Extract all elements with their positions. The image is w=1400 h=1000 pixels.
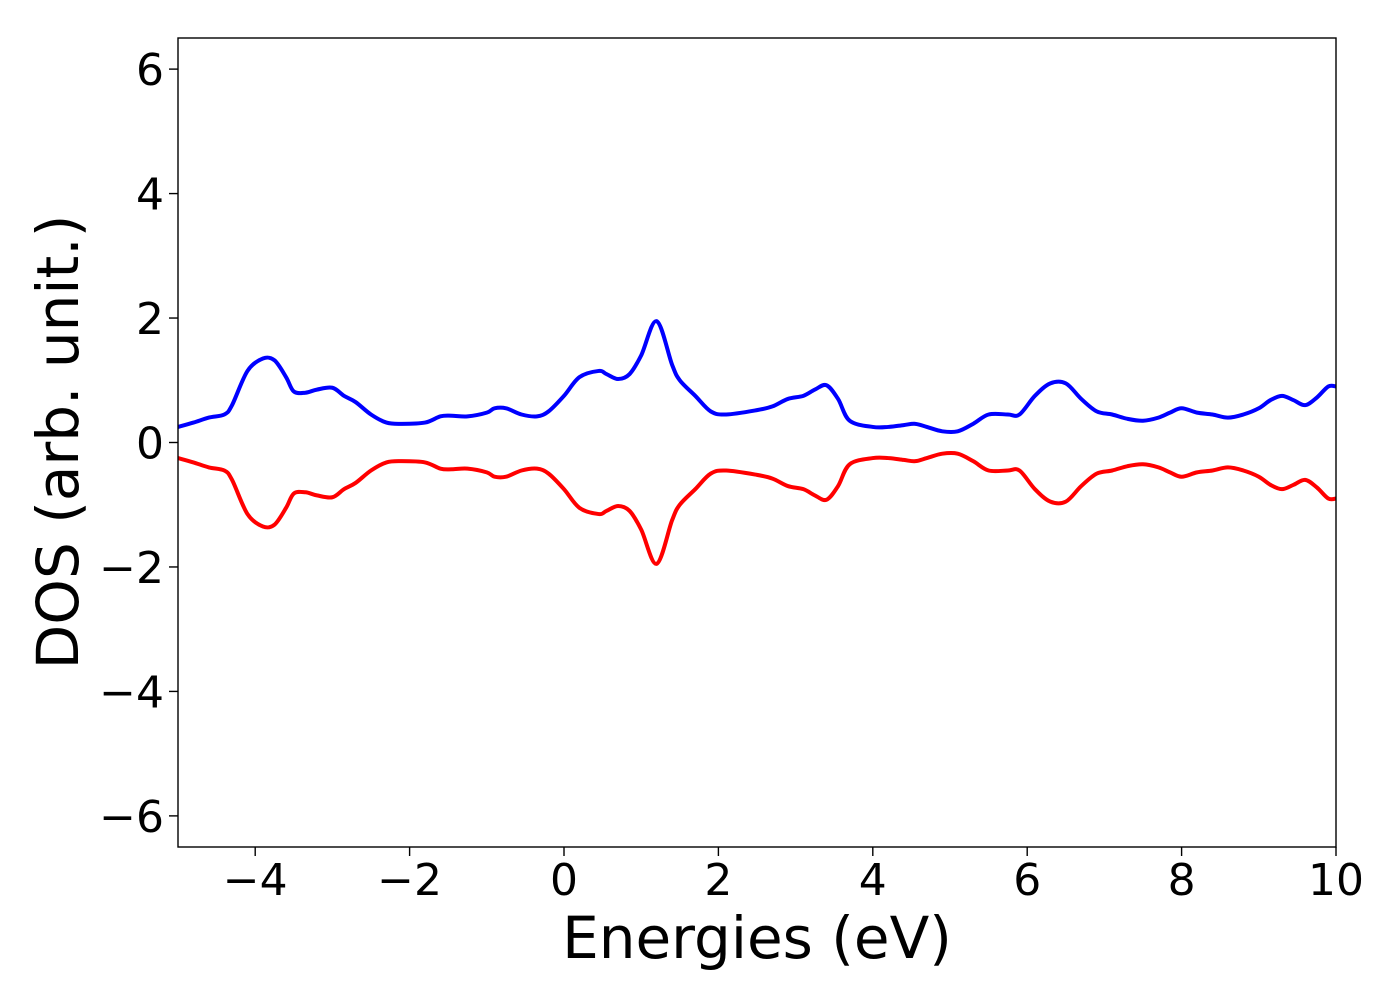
y-tick-label: 6 xyxy=(136,45,164,96)
y-tick-label: 4 xyxy=(136,170,164,221)
x-tick-label: 0 xyxy=(550,855,578,906)
plot-frame xyxy=(177,37,1337,848)
y-tick-label: 2 xyxy=(136,294,164,345)
x-tick-label: −2 xyxy=(377,855,442,906)
y-axis-label: DOS (arb. unit.) xyxy=(24,215,92,670)
x-tick-label: −4 xyxy=(223,855,288,906)
y-tick-label: 0 xyxy=(136,419,164,470)
series-line-spin-up xyxy=(178,319,1336,435)
x-tick-label: 8 xyxy=(1168,855,1196,906)
x-axis-label: Energies (eV) xyxy=(562,904,952,972)
y-tick-label: −2 xyxy=(99,543,164,594)
series-layer xyxy=(178,319,1336,566)
y-tick-label: −4 xyxy=(99,667,164,718)
x-tick-label: 10 xyxy=(1308,855,1364,906)
x-tick-label: 6 xyxy=(1013,855,1041,906)
series-line-spin-down xyxy=(178,450,1336,566)
y-tick-label: −6 xyxy=(99,792,164,843)
x-tick-label: 2 xyxy=(704,855,732,906)
x-tick-label: 4 xyxy=(859,855,887,906)
ticks-layer: −4 −2 0 2 4 6 8 10 −6 −4 −2 0 2 4 6 xyxy=(99,45,1364,906)
